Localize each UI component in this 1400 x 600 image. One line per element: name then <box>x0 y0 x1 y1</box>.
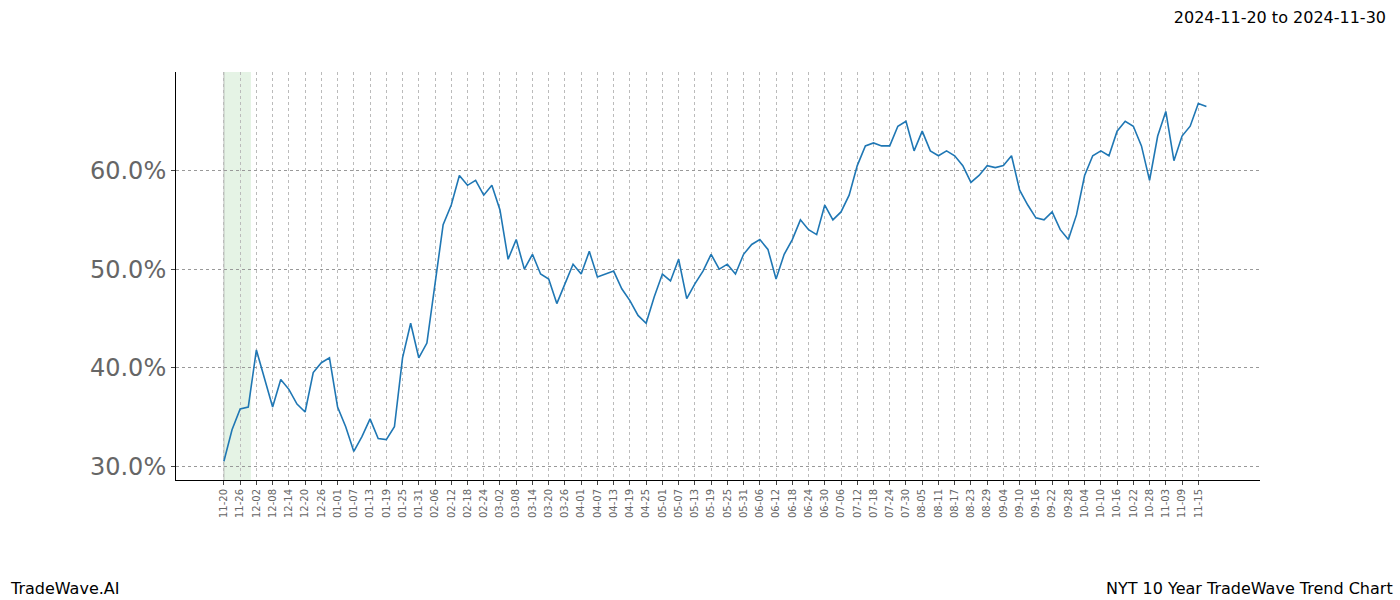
svg-text:10-04: 10-04 <box>1079 489 1090 518</box>
svg-text:10-10: 10-10 <box>1095 489 1106 518</box>
svg-text:11-20: 11-20 <box>218 489 229 518</box>
svg-text:06-12: 06-12 <box>770 489 781 518</box>
svg-text:12-08: 12-08 <box>267 489 278 518</box>
svg-text:02-12: 02-12 <box>446 489 457 518</box>
svg-text:05-19: 05-19 <box>705 489 716 518</box>
svg-text:03-02: 03-02 <box>494 489 505 518</box>
svg-text:09-16: 09-16 <box>1030 489 1041 518</box>
svg-text:12-20: 12-20 <box>299 489 310 518</box>
svg-text:60.0%: 60.0% <box>90 157 166 185</box>
svg-text:05-07: 05-07 <box>673 489 684 518</box>
svg-text:06-06: 06-06 <box>754 489 765 518</box>
svg-text:07-24: 07-24 <box>884 489 895 518</box>
svg-text:12-14: 12-14 <box>283 489 294 518</box>
svg-text:11-09: 11-09 <box>1176 489 1187 518</box>
svg-text:10-28: 10-28 <box>1144 489 1155 518</box>
svg-text:12-26: 12-26 <box>316 489 327 518</box>
svg-text:11-15: 11-15 <box>1193 489 1204 518</box>
svg-text:07-30: 07-30 <box>900 489 911 518</box>
svg-text:11-03: 11-03 <box>1160 489 1171 518</box>
svg-text:01-25: 01-25 <box>397 489 408 518</box>
svg-text:50.0%: 50.0% <box>90 256 166 284</box>
svg-text:03-26: 03-26 <box>559 489 570 518</box>
svg-text:09-22: 09-22 <box>1046 489 1057 518</box>
svg-text:08-23: 08-23 <box>965 489 976 518</box>
svg-text:05-13: 05-13 <box>689 489 700 518</box>
svg-text:07-12: 07-12 <box>852 489 863 518</box>
svg-text:11-26: 11-26 <box>234 489 245 518</box>
svg-text:10-22: 10-22 <box>1128 489 1139 518</box>
svg-text:01-01: 01-01 <box>332 489 343 518</box>
svg-text:08-05: 08-05 <box>916 489 927 518</box>
svg-text:05-01: 05-01 <box>657 489 668 518</box>
svg-text:03-08: 03-08 <box>510 489 521 518</box>
svg-text:30.0%: 30.0% <box>90 453 166 481</box>
svg-text:04-01: 04-01 <box>575 489 586 518</box>
svg-text:07-18: 07-18 <box>868 489 879 518</box>
svg-text:2024-11-20 to 2024-11-30: 2024-11-20 to 2024-11-30 <box>1174 8 1386 27</box>
svg-text:06-24: 06-24 <box>803 489 814 518</box>
svg-text:02-24: 02-24 <box>478 489 489 518</box>
svg-text:08-17: 08-17 <box>949 489 960 518</box>
svg-text:NYT 10 Year TradeWave Trend Ch: NYT 10 Year TradeWave Trend Chart <box>1106 579 1393 598</box>
svg-text:12-02: 12-02 <box>251 489 262 518</box>
svg-text:10-16: 10-16 <box>1111 489 1122 518</box>
svg-text:01-19: 01-19 <box>381 489 392 518</box>
svg-text:04-13: 04-13 <box>608 489 619 518</box>
svg-text:02-06: 02-06 <box>429 489 440 518</box>
svg-text:02-18: 02-18 <box>462 489 473 518</box>
svg-text:09-04: 09-04 <box>998 489 1009 518</box>
svg-text:06-18: 06-18 <box>787 489 798 518</box>
svg-text:03-14: 03-14 <box>527 489 538 518</box>
svg-text:01-31: 01-31 <box>413 489 424 518</box>
svg-text:TradeWave.AI: TradeWave.AI <box>10 579 119 598</box>
svg-text:04-19: 04-19 <box>624 489 635 518</box>
svg-text:09-28: 09-28 <box>1063 489 1074 518</box>
svg-text:06-30: 06-30 <box>819 489 830 518</box>
svg-text:40.0%: 40.0% <box>90 354 166 382</box>
svg-text:01-13: 01-13 <box>364 489 375 518</box>
svg-text:09-10: 09-10 <box>1014 489 1025 518</box>
svg-text:05-25: 05-25 <box>722 489 733 518</box>
svg-text:01-07: 01-07 <box>348 489 359 518</box>
svg-text:03-20: 03-20 <box>543 489 554 518</box>
svg-text:04-07: 04-07 <box>592 489 603 518</box>
svg-text:05-31: 05-31 <box>738 489 749 518</box>
svg-text:08-11: 08-11 <box>933 489 944 518</box>
svg-text:08-29: 08-29 <box>981 489 992 518</box>
svg-text:07-06: 07-06 <box>835 489 846 518</box>
svg-text:04-25: 04-25 <box>640 489 651 518</box>
